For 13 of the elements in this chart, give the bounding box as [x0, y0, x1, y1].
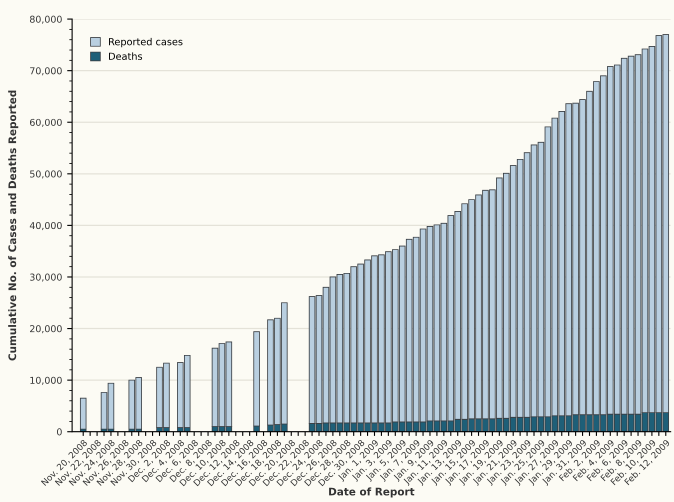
- y-axis-title: Cumulative No. of Cases and Deaths Reported: [8, 90, 18, 361]
- y-tick-label: 10,000: [30, 376, 62, 385]
- y-tick-label: 70,000: [30, 67, 62, 76]
- y-tick-label: 20,000: [30, 325, 62, 334]
- y-tick-label: 60,000: [30, 118, 62, 127]
- y-tick-label: 30,000: [30, 274, 62, 282]
- y-tick-label: 40,000: [30, 222, 62, 230]
- y-tick-label: 50,000: [30, 170, 62, 179]
- legend-label: Reported cases: [109, 38, 182, 48]
- x-axis-title: Date of Report: [329, 487, 414, 498]
- y-tick-label: 80,000: [30, 16, 62, 24]
- y-tick-label: 0: [57, 428, 62, 436]
- legend-label: Deaths: [109, 52, 142, 60]
